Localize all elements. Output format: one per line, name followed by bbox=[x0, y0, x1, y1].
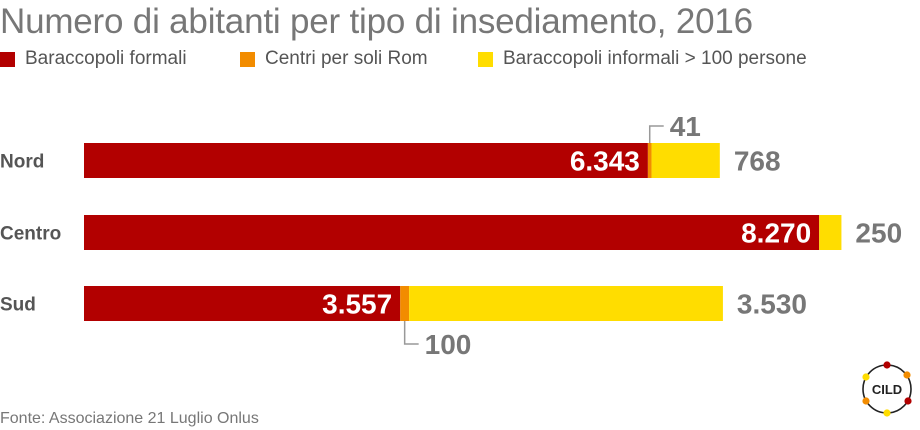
legend-item-rom: Centri per soli Rom bbox=[240, 48, 428, 70]
data-label-informali-nord: 768 bbox=[734, 146, 781, 177]
data-label-formali-nord: 6.343 bbox=[570, 146, 640, 177]
legend-item-formali: Baraccopoli formali bbox=[0, 48, 187, 70]
leader-line-rom-nord bbox=[648, 125, 664, 143]
bar-segment-nord-0 bbox=[84, 143, 648, 178]
data-label-informali-sud: 3.530 bbox=[737, 289, 807, 320]
legend-label-formali: Baraccopoli formali bbox=[25, 48, 187, 69]
bar-segment-centro-0 bbox=[84, 215, 820, 250]
cild-logo: CILD bbox=[858, 360, 916, 418]
legend-label-informali: Baraccopoli informali > 100 persone bbox=[503, 48, 807, 69]
legend-item-informali: Baraccopoli informali > 100 persone bbox=[478, 48, 807, 70]
source-note: Fonte: Associazione 21 Luglio Onlus bbox=[0, 410, 259, 427]
leader-line-rom-sud bbox=[403, 321, 419, 345]
legend: Baraccopoli formali Centri per soli Rom … bbox=[0, 48, 900, 72]
bar-segment-sud-0 bbox=[84, 286, 401, 321]
data-label-rom-sud: 100 bbox=[425, 329, 472, 360]
legend-label-rom: Centri per soli Rom bbox=[265, 48, 428, 69]
chart-title: Numero di abitanti per tipo di insediame… bbox=[0, 2, 753, 41]
category-label-centro: Centro bbox=[0, 224, 61, 245]
category-label-sud: Sud bbox=[0, 295, 36, 316]
bar-segment-nord-1 bbox=[647, 143, 652, 178]
bar-segment-centro-2 bbox=[819, 215, 842, 250]
data-label-formali-sud: 3.557 bbox=[322, 289, 392, 320]
data-label-formali-centro: 8.270 bbox=[741, 218, 811, 249]
bar-segment-sud-2 bbox=[409, 286, 723, 321]
category-label-nord: Nord bbox=[0, 152, 44, 173]
legend-swatch-formali bbox=[0, 51, 15, 67]
logo-text: CILD bbox=[872, 382, 902, 397]
cild-logo-mark: CILD bbox=[862, 361, 912, 417]
bar-segment-sud-1 bbox=[400, 286, 410, 321]
legend-swatch-informali bbox=[478, 51, 493, 67]
legend-swatch-rom bbox=[240, 51, 255, 67]
data-label-informali-centro: 250 bbox=[855, 218, 902, 249]
data-label-rom-nord: 41 bbox=[670, 111, 701, 142]
bar-segment-nord-2 bbox=[651, 143, 720, 178]
